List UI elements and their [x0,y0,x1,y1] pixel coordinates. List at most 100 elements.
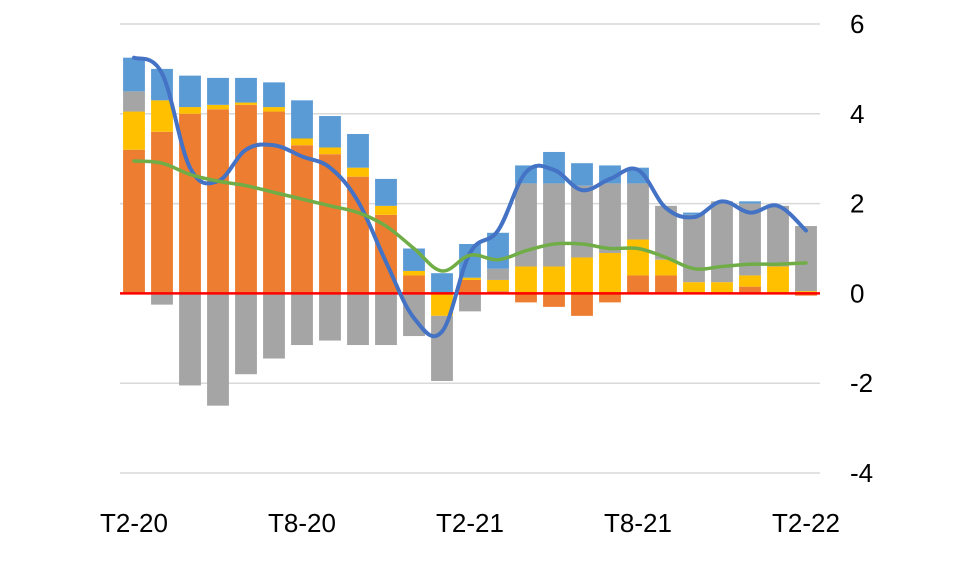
bar-segment [515,183,537,267]
bar-segment [319,147,341,155]
y-tick-label: 0 [850,278,864,308]
bar-segment [431,293,453,316]
bar-segment [375,205,397,215]
bar-segment [739,201,761,204]
x-tick-label: T8-20 [268,508,336,538]
bar-segment [487,268,509,280]
bar-segment [431,315,453,381]
bar-segment [207,293,229,406]
bar-segment [347,134,369,168]
bar-segment [151,131,173,294]
bar-segment [571,257,593,294]
bar-segment [263,82,285,108]
y-tick-label: 6 [850,9,864,39]
bar-segment [711,201,733,283]
y-tick-label: 2 [850,189,864,219]
bar-segment [123,149,145,294]
bar-segment [515,266,537,294]
bar-segment [403,275,425,294]
bar-segment [655,259,677,276]
bar-segment [683,282,705,294]
bar-segment [739,203,761,276]
bar-segment [235,104,257,294]
y-tick-label: -4 [850,458,873,488]
bar-segment [291,145,313,294]
bar-segment [347,176,369,294]
bar-segment [683,212,705,215]
bar-segment [375,178,397,206]
bar-segment [347,293,369,346]
bar-segment [739,275,761,287]
bar-segment [543,266,565,294]
bar-segment [235,77,257,103]
bar-segment [319,293,341,341]
bar-segment [319,154,341,294]
bars [123,57,817,406]
bar-segment [319,116,341,148]
bar-segment [347,167,369,177]
bar-segment [571,163,593,186]
bar-segment [543,151,565,184]
bar-segment [599,252,621,294]
bar-segment [459,277,481,280]
bar-segment [627,167,649,184]
bar-segment [459,293,481,312]
bar-segment [207,109,229,294]
series-lines [132,55,808,339]
bar-segment [263,293,285,359]
bar-segment [711,282,733,294]
bar-segment [655,275,677,294]
bar-segment [655,205,677,260]
y-axis: 6 4 2 0 -2 -4 [850,9,873,488]
bar-segment [767,205,789,267]
bar-segment [627,275,649,294]
series-line [132,55,808,339]
bar-segment [123,111,145,150]
bar-segment [151,100,173,132]
bar-segment [207,77,229,105]
bar-segment [599,293,621,303]
bar-segment [263,107,285,112]
x-tick-label: T8-21 [604,508,672,538]
bar-segment [291,138,313,146]
bar-segment [235,102,257,105]
bar-segment [599,165,621,184]
bar-segment [291,293,313,346]
x-axis: T2-20 T8-20 T2-21 T8-21 T2-22 [100,508,840,538]
bar-segment [739,286,761,294]
bar-segment [179,107,201,114]
bar-segment [627,183,649,240]
bar-segment [571,293,593,316]
bar-segment [403,248,425,271]
bar-segment [431,273,453,294]
bar-segment [403,270,425,276]
bar-segment [375,293,397,346]
bar-segment [179,293,201,386]
bar-segment [235,293,257,375]
y-tick-label: -2 [850,368,873,398]
bar-segment [179,75,201,108]
y-tick-label: 4 [850,99,864,129]
bar-segment [123,57,145,92]
x-tick-label: T2-20 [100,508,168,538]
bar-segment [543,293,565,307]
bar-segment [123,91,145,112]
bar-segment [767,266,789,294]
bar-segment [207,104,229,110]
bar-segment [151,293,173,305]
x-tick-label: T2-22 [772,508,840,538]
x-tick-label: T2-21 [436,508,504,538]
bar-segment [459,279,481,294]
bar-segment [599,183,621,253]
bar-segment [571,185,593,258]
bar-segment [291,100,313,139]
bar-segment [487,279,509,292]
bar-segment [683,214,705,283]
bar-segment [627,239,649,276]
bar-segment [263,111,285,294]
bar-segment [515,293,537,303]
series-line [132,159,808,273]
bar-segment [795,226,817,292]
bar-segment [543,183,565,267]
